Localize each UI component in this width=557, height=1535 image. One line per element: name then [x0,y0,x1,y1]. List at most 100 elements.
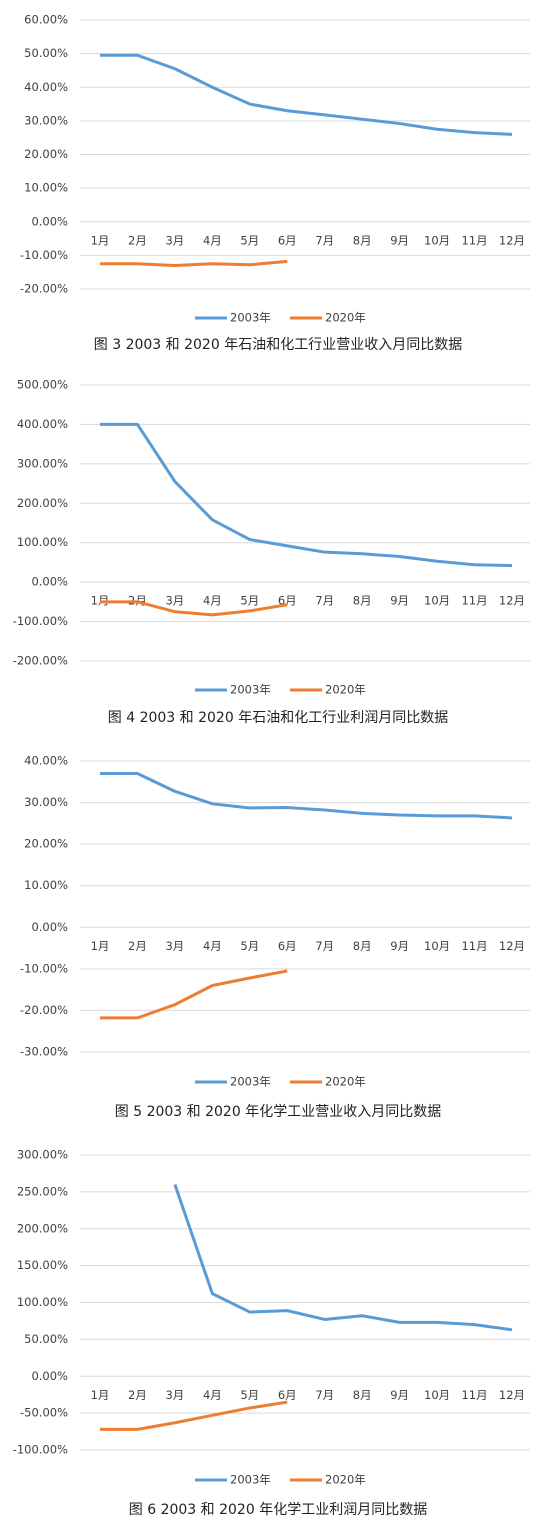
y-tick-label: -20.00% [20,282,68,296]
chart-caption: 图 6 2003 和 2020 年化学工业利润月同比数据 [129,1502,427,1518]
y-tick-label: -20.00% [20,1003,68,1017]
x-tick-label: 12月 [499,939,525,953]
x-tick-label: 1月 [91,233,110,247]
x-tick-label: 11月 [461,233,487,247]
x-tick-label: 12月 [499,233,525,247]
x-tick-label: 9月 [390,233,409,247]
y-tick-label: 100.00% [17,1295,68,1309]
line-series [100,969,288,1020]
x-tick-label: 4月 [203,939,222,953]
legend-label: 2020年 [325,311,366,325]
y-tick-label: 400.00% [17,417,68,431]
x-tick-label: 3月 [165,1388,184,1402]
x-tick-label: 3月 [165,594,184,608]
y-tick-label: 40.00% [24,754,68,768]
x-tick-label: 9月 [390,939,409,953]
y-tick-label: 500.00% [17,378,68,392]
legend-label: 2020年 [325,1075,366,1089]
y-tick-label: 0.00% [31,575,68,589]
x-tick-label: 3月 [165,233,184,247]
x-tick-label: 7月 [315,1388,334,1402]
y-tick-label: 300.00% [17,1148,68,1162]
line-series [100,422,513,568]
y-tick-label: 30.00% [24,795,68,809]
y-tick-label: -10.00% [20,961,68,975]
x-tick-label: 11月 [461,1388,487,1402]
y-tick-label: 20.00% [24,837,68,851]
x-tick-label: 6月 [278,233,297,247]
x-tick-label: 10月 [424,233,450,247]
x-tick-label: 5月 [240,1388,259,1402]
x-tick-label: 2月 [128,233,147,247]
y-tick-label: 10.00% [24,181,68,195]
x-tick-label: 4月 [203,594,222,608]
x-tick-label: 9月 [390,594,409,608]
y-tick-label: -100.00% [13,1443,68,1457]
x-tick-label: 11月 [461,594,487,608]
x-tick-label: 10月 [424,594,450,608]
y-tick-label: 50.00% [24,1332,68,1346]
x-tick-label: 6月 [278,1388,297,1402]
x-tick-label: 8月 [353,939,372,953]
x-tick-label: 11月 [461,939,487,953]
y-tick-label: 50.00% [24,46,68,60]
y-tick-label: 300.00% [17,456,68,470]
x-tick-label: 10月 [424,1388,450,1402]
x-tick-label: 8月 [353,233,372,247]
chart-caption: 图 3 2003 和 2020 年石油和化工行业营业收入月同比数据 [94,337,462,353]
chart-caption: 图 4 2003 和 2020 年石油和化工行业利润月同比数据 [108,710,448,726]
x-tick-label: 9月 [390,1388,409,1402]
y-tick-label: -100.00% [13,614,68,628]
y-tick-label: 0.00% [31,920,68,934]
x-tick-label: 7月 [315,594,334,608]
y-tick-label: 200.00% [17,1221,68,1235]
x-tick-label: 12月 [499,594,525,608]
x-tick-label: 7月 [315,939,334,953]
y-tick-label: 10.00% [24,878,68,892]
x-tick-label: 6月 [278,939,297,953]
line-series [100,259,288,267]
line-series [100,771,513,820]
x-tick-label: 12月 [499,1388,525,1402]
x-tick-label: 8月 [353,1388,372,1402]
y-tick-label: 0.00% [31,214,68,228]
legend-label: 2003年 [230,1473,271,1487]
y-tick-label: 250.00% [17,1184,68,1198]
x-tick-label: 4月 [203,1388,222,1402]
x-tick-label: 4月 [203,233,222,247]
y-tick-label: -10.00% [20,248,68,262]
legend-label: 2003年 [230,311,271,325]
x-tick-label: 7月 [315,233,334,247]
line-series [173,1184,513,1332]
legend-label: 2020年 [325,1473,366,1487]
x-tick-label: 2月 [128,939,147,953]
y-tick-label: 200.00% [17,496,68,510]
x-tick-label: 1月 [91,939,110,953]
line-series [100,600,288,617]
legend-label: 2003年 [230,1075,271,1089]
x-tick-label: 5月 [240,594,259,608]
y-tick-label: 100.00% [17,535,68,549]
line-series [100,53,513,136]
x-tick-label: 3月 [165,939,184,953]
x-tick-label: 5月 [240,939,259,953]
y-tick-label: -200.00% [13,654,68,668]
legend-label: 2020年 [325,683,366,697]
legend-label: 2003年 [230,683,271,697]
y-tick-label: 20.00% [24,147,68,161]
x-tick-label: 5月 [240,233,259,247]
y-tick-label: -30.00% [20,1045,68,1059]
chart-caption: 图 5 2003 和 2020 年化学工业营业收入月同比数据 [115,1104,441,1120]
line-series [100,1400,288,1431]
x-tick-label: 10月 [424,939,450,953]
y-tick-label: 150.00% [17,1258,68,1272]
x-tick-label: 2月 [128,1388,147,1402]
y-tick-label: 60.00% [24,13,68,27]
y-tick-label: 0.00% [31,1369,68,1383]
y-tick-label: -50.00% [20,1406,68,1420]
y-tick-label: 30.00% [24,113,68,127]
y-tick-label: 40.00% [24,80,68,94]
x-tick-label: 1月 [91,1388,110,1402]
x-tick-label: 8月 [353,594,372,608]
